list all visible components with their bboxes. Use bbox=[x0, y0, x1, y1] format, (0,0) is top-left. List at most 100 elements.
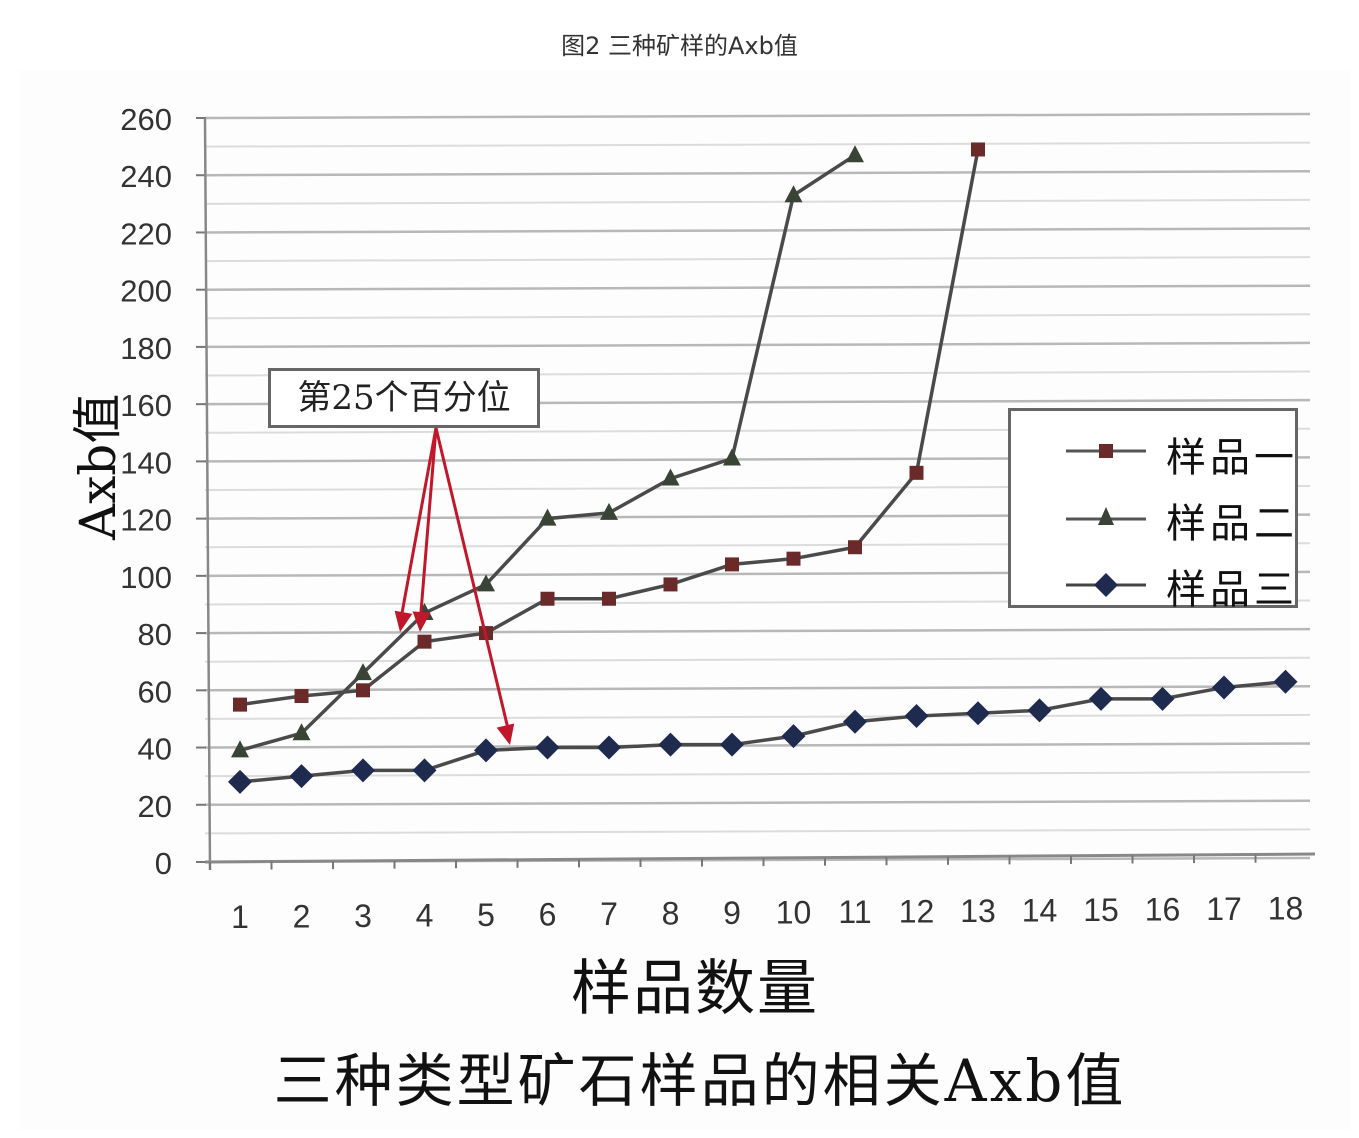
diamond-marker-icon bbox=[1273, 669, 1298, 694]
x-tick-label: 13 bbox=[960, 893, 996, 929]
y-tick-label: 100 bbox=[120, 560, 172, 595]
annotation-arrow bbox=[418, 427, 438, 625]
chart-title: 三种类型矿石样品的相关Axb值 bbox=[273, 1047, 1127, 1115]
legend: 样品一 样品二 样品三 bbox=[1008, 408, 1301, 613]
square-marker-icon bbox=[294, 689, 309, 704]
triangle-marker-icon bbox=[723, 448, 741, 466]
x-tick-label: 5 bbox=[477, 897, 495, 933]
diamond-marker-icon bbox=[228, 769, 252, 794]
triangle-marker-icon bbox=[231, 740, 249, 758]
gridline bbox=[204, 227, 1311, 234]
diamond-marker-icon bbox=[1212, 675, 1236, 700]
y-tick-label: 20 bbox=[138, 789, 172, 824]
legend-item-sample2: 样品二 bbox=[1011, 487, 1301, 547]
diamond-marker-icon bbox=[658, 732, 683, 757]
diamond-marker-icon bbox=[1027, 698, 1052, 723]
minor-gridline bbox=[204, 828, 1311, 835]
diamond-marker-icon bbox=[843, 709, 867, 734]
series-line bbox=[239, 679, 1286, 784]
triangle-marker-icon bbox=[538, 508, 557, 526]
y-tick-label: 80 bbox=[138, 617, 172, 652]
gridline bbox=[204, 169, 1311, 177]
gridline bbox=[204, 685, 1311, 692]
diamond-marker-icon bbox=[1089, 686, 1113, 711]
x-axis bbox=[204, 852, 1316, 864]
x-tick-label: 16 bbox=[1145, 892, 1181, 928]
y-tick-label: 180 bbox=[120, 331, 172, 366]
triangle-marker-icon bbox=[600, 502, 618, 520]
minor-gridline bbox=[204, 713, 1311, 720]
diamond-marker-icon bbox=[966, 701, 990, 726]
gridline bbox=[204, 112, 1311, 120]
square-marker-icon bbox=[233, 697, 247, 712]
y-tick-label: 240 bbox=[120, 159, 172, 194]
legend-item-sample3: 样品三 bbox=[1011, 553, 1301, 613]
square-marker-icon bbox=[356, 683, 370, 698]
square-marker-icon bbox=[1066, 444, 1146, 458]
x-tick-label: 1 bbox=[231, 899, 249, 935]
y-tick-label: 220 bbox=[120, 216, 172, 251]
y-axis bbox=[203, 117, 212, 871]
square-marker-icon bbox=[663, 577, 678, 592]
square-marker-icon bbox=[417, 634, 432, 649]
y-axis-label: Axb值 bbox=[69, 393, 127, 540]
gridline bbox=[204, 799, 1311, 807]
square-marker-icon bbox=[786, 551, 801, 566]
triangle-marker-icon bbox=[1066, 507, 1146, 525]
x-tick-label: 4 bbox=[416, 898, 434, 934]
diamond-marker-icon bbox=[597, 735, 621, 760]
gridline bbox=[204, 284, 1311, 291]
square-marker-icon bbox=[725, 557, 739, 572]
minor-gridline bbox=[204, 656, 1311, 663]
legend-label: 样品一 bbox=[1166, 435, 1298, 481]
legend-label: 样品二 bbox=[1166, 501, 1298, 547]
x-tick-label: 6 bbox=[539, 897, 557, 933]
minor-gridline bbox=[204, 256, 1311, 263]
triangle-marker-icon bbox=[292, 723, 311, 741]
annotation-arrow bbox=[434, 427, 512, 738]
arrowhead-icon bbox=[496, 723, 515, 745]
arrowhead-icon bbox=[412, 611, 431, 632]
minor-gridline bbox=[204, 141, 1311, 148]
y-tick-label: 0 bbox=[155, 846, 172, 881]
x-tick-label: 18 bbox=[1268, 891, 1304, 927]
x-tick-label: 12 bbox=[899, 894, 935, 930]
minor-gridline bbox=[204, 771, 1311, 778]
annotation-box: 第25个百分位 bbox=[268, 368, 540, 428]
y-tick-label: 260 bbox=[120, 102, 172, 137]
square-marker-icon bbox=[971, 142, 985, 157]
minor-gridline bbox=[204, 313, 1311, 320]
diamond-marker-icon bbox=[1066, 573, 1146, 597]
square-marker-icon bbox=[540, 591, 555, 606]
triangle-marker-icon bbox=[784, 185, 803, 203]
square-marker-icon bbox=[909, 465, 924, 480]
y-tick-label: 40 bbox=[138, 732, 172, 767]
gridline bbox=[204, 742, 1311, 749]
figure-caption: 图2 三种矿样的Axb值 bbox=[561, 32, 798, 60]
diamond-marker-icon bbox=[720, 732, 744, 757]
triangle-marker-icon bbox=[846, 145, 864, 163]
diamond-marker-icon bbox=[904, 704, 929, 729]
y-tick-label: 140 bbox=[120, 445, 172, 480]
arrowhead-icon bbox=[394, 610, 413, 632]
triangle-marker-icon bbox=[661, 468, 680, 486]
square-marker-icon bbox=[848, 540, 862, 555]
x-tick-label: 9 bbox=[723, 895, 741, 931]
square-marker-icon bbox=[602, 591, 616, 606]
y-tick-label: 120 bbox=[120, 503, 172, 538]
x-tick-label: 3 bbox=[354, 898, 372, 934]
y-tick-label: 160 bbox=[120, 388, 172, 423]
triangle-marker-icon bbox=[477, 574, 495, 592]
minor-gridline bbox=[204, 198, 1311, 205]
diamond-marker-icon bbox=[781, 724, 806, 749]
legend-item-sample1: 样品一 bbox=[1011, 421, 1301, 481]
gridline bbox=[204, 627, 1311, 635]
y-tick-label: 60 bbox=[138, 674, 172, 709]
annotation-arrow bbox=[398, 427, 438, 625]
diamond-marker-icon bbox=[474, 738, 498, 763]
x-tick-label: 7 bbox=[600, 896, 618, 932]
x-tick-label: 10 bbox=[776, 895, 812, 931]
diamond-marker-icon bbox=[1150, 686, 1175, 711]
x-tick-label: 17 bbox=[1206, 891, 1242, 927]
